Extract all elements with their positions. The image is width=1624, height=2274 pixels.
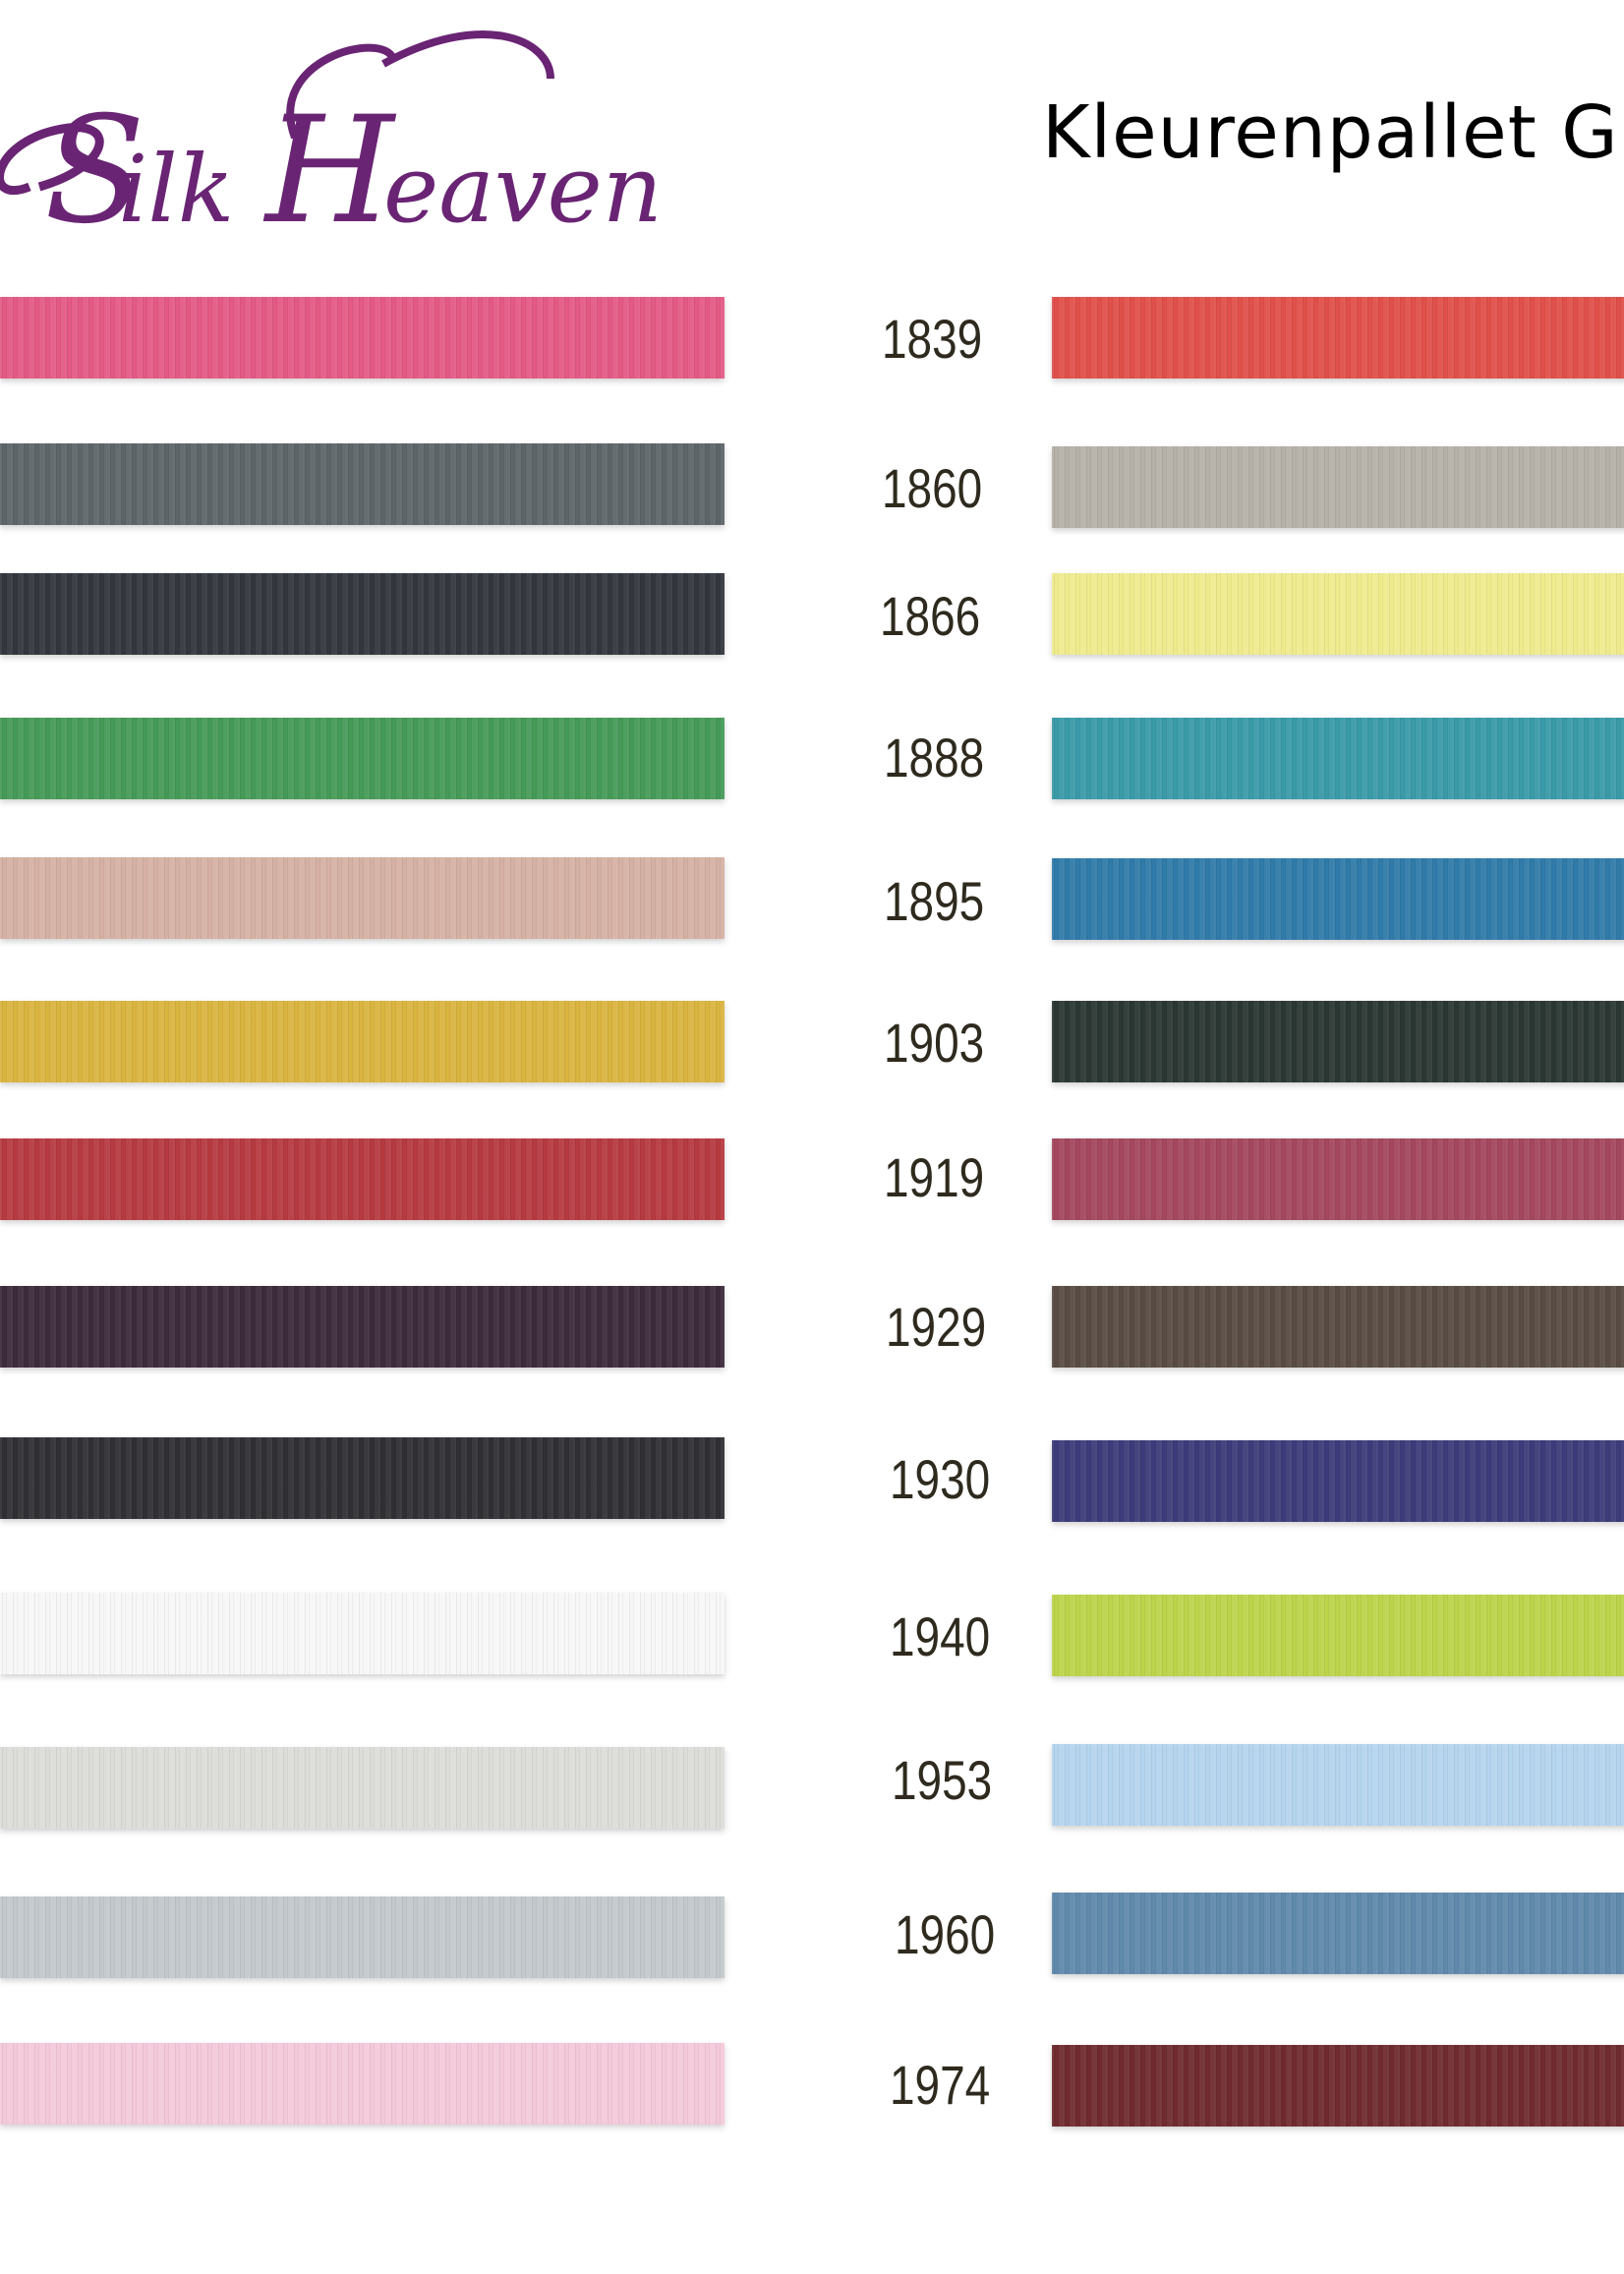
color-code-label: 1930 xyxy=(890,1448,991,1510)
right-swatch-bar xyxy=(1052,858,1624,940)
left-swatch-bar xyxy=(0,573,725,655)
right-swatch-bar xyxy=(1052,718,1624,799)
color-code-label: 1940 xyxy=(890,1605,991,1667)
right-swatch-bar xyxy=(1052,446,1624,528)
color-code-label: 1903 xyxy=(884,1012,985,1074)
left-swatch-bar xyxy=(0,718,725,799)
left-swatch-bar xyxy=(0,857,725,939)
color-code-label: 1860 xyxy=(882,457,983,519)
right-swatch-bar xyxy=(1052,1001,1624,1082)
svg-text:S: S xyxy=(44,86,145,256)
left-swatch-bar xyxy=(0,1896,725,1978)
color-code-label: 1866 xyxy=(880,585,981,647)
left-swatch-bar xyxy=(0,1001,725,1082)
right-swatch-bar xyxy=(1052,1595,1624,1676)
right-swatch-bar xyxy=(1052,1893,1624,1974)
right-swatch-bar xyxy=(1052,573,1624,655)
svg-text:H: H xyxy=(262,86,397,256)
right-swatch-bar xyxy=(1052,1440,1624,1522)
color-code-label: 1839 xyxy=(882,308,983,370)
color-code-label: 1960 xyxy=(895,1903,996,1965)
svg-text:eaven: eaven xyxy=(383,136,663,244)
color-code-label: 1895 xyxy=(884,870,985,932)
color-code-label: 1919 xyxy=(884,1146,985,1208)
right-swatch-bar xyxy=(1052,1286,1624,1368)
svg-text:ilk: ilk xyxy=(118,136,234,244)
silk-heaven-logo: S ilk H eaven xyxy=(0,20,698,257)
left-swatch-bar xyxy=(0,297,725,379)
page-title: Kleurenpallet G xyxy=(1042,90,1619,175)
color-code-label: 1974 xyxy=(890,2054,991,2116)
right-swatch-bar xyxy=(1052,1744,1624,1826)
left-swatch-bar xyxy=(0,1437,725,1519)
left-swatch-bar xyxy=(0,1286,725,1368)
right-swatch-bar xyxy=(1052,2045,1624,2127)
left-swatch-bar xyxy=(0,443,725,525)
color-code-label: 1888 xyxy=(884,727,985,788)
color-code-label: 1953 xyxy=(892,1749,993,1811)
left-swatch-bar xyxy=(0,1138,725,1220)
right-swatch-bar xyxy=(1052,1138,1624,1220)
left-swatch-bar xyxy=(0,2043,725,2125)
left-swatch-bar xyxy=(0,1747,725,1829)
color-code-label: 1929 xyxy=(886,1296,987,1358)
left-swatch-bar xyxy=(0,1593,725,1674)
right-swatch-bar xyxy=(1052,297,1624,379)
